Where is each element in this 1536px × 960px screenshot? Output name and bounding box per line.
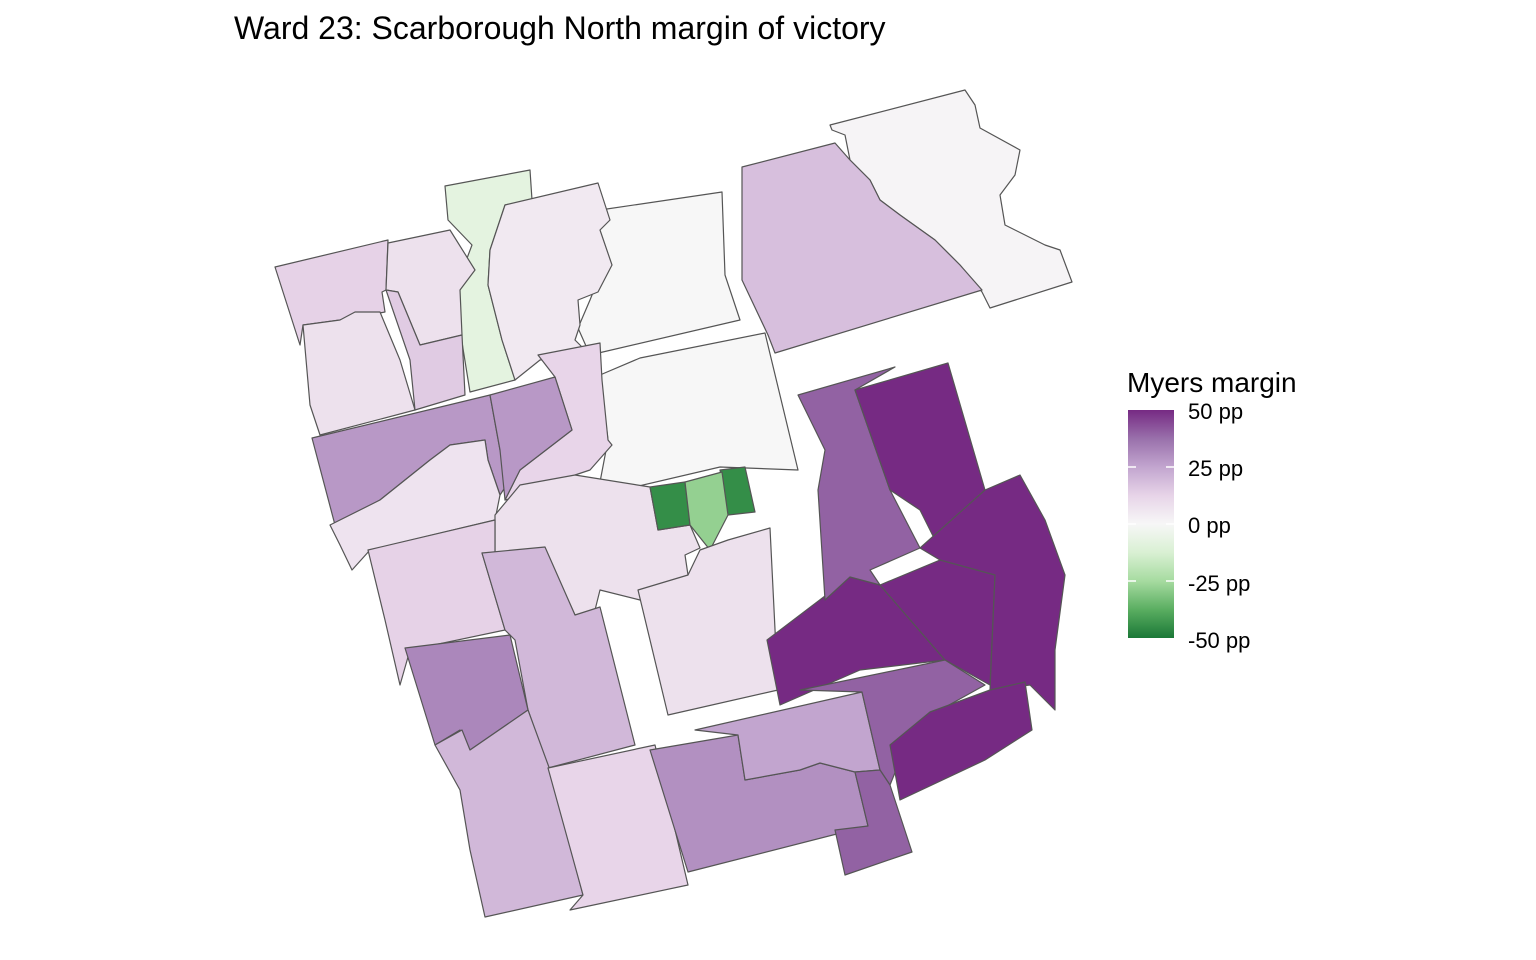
precinct-region <box>599 332 799 496</box>
precinct-region <box>487 182 613 381</box>
precinct-region <box>889 681 1033 801</box>
precinct-region <box>797 366 921 601</box>
precinct-region <box>547 744 689 911</box>
precinct-region <box>329 439 501 571</box>
legend-tick-label: 0 pp <box>1188 513 1231 538</box>
legend-tick-label: 25 pp <box>1188 456 1244 481</box>
precinct-region <box>489 376 573 501</box>
map-title: Ward 23: Scarborough North margin of vic… <box>234 10 886 46</box>
legend-title: Myers margin <box>1127 367 1297 398</box>
precinct-region <box>834 769 913 876</box>
precinct-region <box>741 142 983 354</box>
precinct-region <box>684 471 729 551</box>
legend-tick-label: 50 pp <box>1188 399 1244 424</box>
precinct-region <box>637 527 779 716</box>
legend-tick-label: -50 pp <box>1188 628 1251 653</box>
legend-tick-label: -25 pp <box>1188 571 1251 596</box>
precinct-region <box>919 474 1066 711</box>
legend-colorbar <box>1128 410 1174 638</box>
precinct-region <box>385 289 466 411</box>
precinct-region <box>302 311 416 436</box>
